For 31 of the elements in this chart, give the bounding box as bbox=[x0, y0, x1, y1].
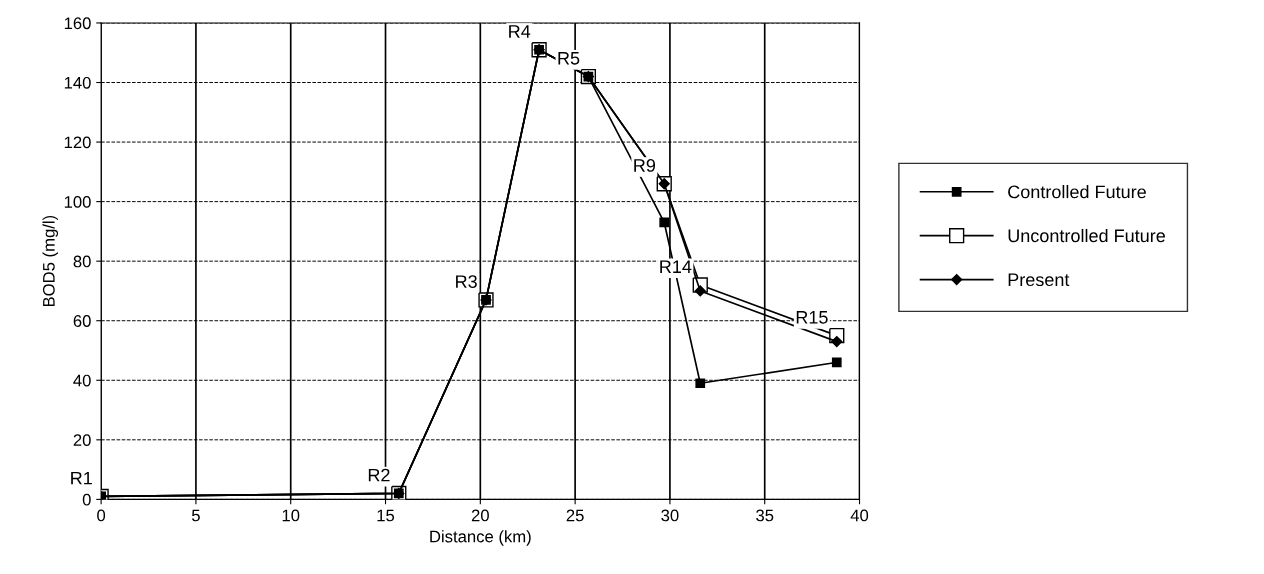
legend-label: Uncontrolled Future bbox=[1008, 228, 1165, 243]
y-tick-label: 0 bbox=[82, 493, 91, 506]
y-tick-label: 120 bbox=[64, 136, 91, 149]
annotation: R9 bbox=[634, 159, 656, 172]
legend-label: Controlled Future bbox=[1008, 185, 1146, 199]
x-tick-label: 0 bbox=[97, 509, 106, 522]
annotation: R2 bbox=[368, 468, 390, 482]
y-tick-label: 40 bbox=[73, 374, 91, 387]
x-axis-title: Distance (km) bbox=[430, 530, 531, 546]
annotation: R1 bbox=[71, 471, 92, 485]
y-tick-label: 160 bbox=[64, 17, 91, 30]
annotation: R15 bbox=[796, 311, 828, 324]
x-tick-label: 40 bbox=[850, 509, 869, 522]
x-tick-label: 35 bbox=[756, 509, 774, 522]
annotation: R5 bbox=[558, 52, 580, 65]
x-tick-label: 25 bbox=[566, 509, 584, 522]
y-tick-label: 20 bbox=[73, 434, 91, 447]
x-tick-label: 20 bbox=[471, 509, 489, 522]
x-tick-label: 10 bbox=[282, 509, 300, 522]
x-tick-label: 30 bbox=[661, 509, 679, 522]
annotation: R3 bbox=[456, 275, 477, 288]
x-tick-label: 15 bbox=[377, 509, 395, 522]
annotation: R14 bbox=[660, 260, 692, 273]
annotation: R4 bbox=[509, 25, 531, 38]
y-axis-title: BOD5 (mg/l) bbox=[42, 215, 59, 307]
legend-label: Present bbox=[1008, 273, 1070, 287]
x-tick-label: 5 bbox=[191, 509, 200, 522]
y-tick-label: 100 bbox=[64, 196, 91, 208]
y-tick-label: 140 bbox=[64, 76, 91, 89]
y-tick-label: 80 bbox=[73, 255, 91, 268]
y-tick-label: 60 bbox=[73, 315, 91, 327]
